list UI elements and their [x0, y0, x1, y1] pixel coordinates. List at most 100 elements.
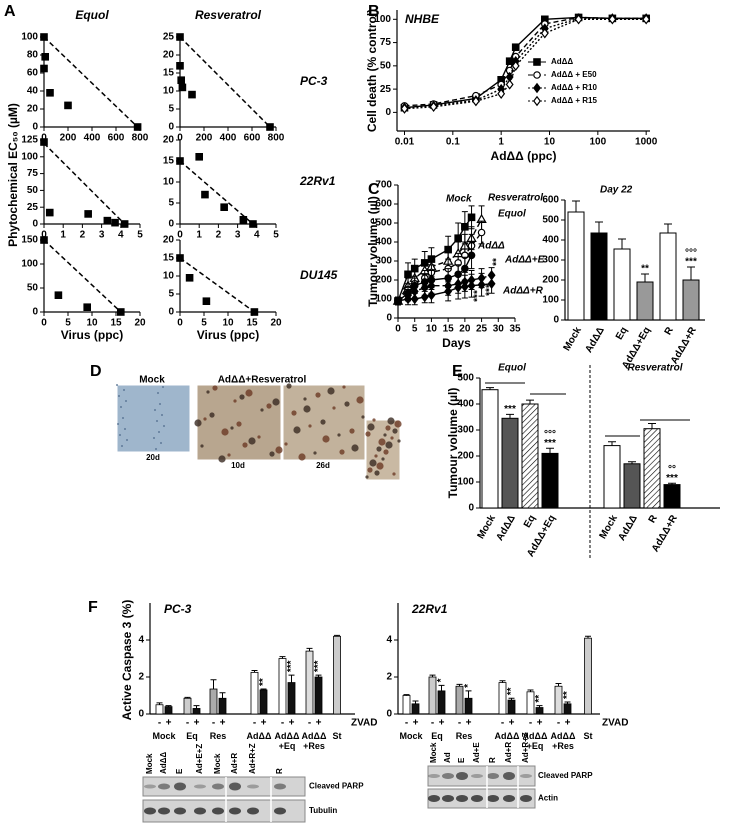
- marker: [176, 254, 184, 262]
- stain-spot: [365, 431, 371, 437]
- bar: [155, 704, 164, 715]
- treatment-sign: +: [289, 718, 295, 729]
- marker: [120, 220, 129, 228]
- panel-label: C: [368, 181, 380, 198]
- stain-spot: [162, 386, 164, 388]
- stain-spot: [117, 423, 119, 425]
- treatment-sign: +: [166, 718, 172, 729]
- image-time: 10d: [231, 461, 245, 470]
- group-title: Resveratrol: [627, 363, 682, 374]
- y-tick-label: 10: [163, 271, 175, 282]
- stain-spot: [236, 421, 242, 427]
- significance: ***: [685, 257, 697, 268]
- stain-spot: [397, 439, 401, 443]
- treatment-label: ZVAD: [602, 718, 628, 729]
- marker: [429, 101, 438, 112]
- y-tick-label: 25: [163, 32, 175, 43]
- error-bar: [641, 273, 649, 282]
- stain-spot: [218, 455, 226, 463]
- y-tick-label: 20: [163, 235, 175, 246]
- error-bar: [527, 689, 534, 692]
- x-tick-label: 0: [177, 230, 183, 241]
- y-tick-label: 200: [457, 451, 474, 462]
- marker: [176, 61, 184, 70]
- significance: **: [492, 258, 503, 266]
- blot-band: [520, 795, 532, 802]
- error-bar: [486, 387, 494, 390]
- x-tick-label: 30: [493, 324, 505, 335]
- error-bar: [251, 670, 258, 673]
- stain-spot: [367, 423, 375, 431]
- stain-spot: [239, 394, 245, 400]
- marker: [103, 216, 112, 225]
- stain-spot: [124, 428, 126, 430]
- y-tick-label: 100: [375, 294, 392, 305]
- error-bar: [288, 674, 295, 683]
- x-tick-label: AdΔΔ: [583, 325, 606, 355]
- y-tick-label: 15: [163, 253, 175, 264]
- stain-spot: [242, 442, 248, 448]
- y-tick-label: 500: [542, 215, 559, 226]
- x-tick-label: AdΔΔ +Eq: [274, 731, 300, 751]
- significance: *: [436, 678, 447, 682]
- marker: [176, 157, 184, 165]
- image-time: 26d: [316, 461, 330, 470]
- error-bar: [315, 674, 322, 677]
- bar: [333, 635, 341, 715]
- treatment-sign: +: [413, 718, 419, 729]
- bar: [278, 658, 287, 715]
- stain-spot: [394, 420, 402, 428]
- legend-label: AdΔΔ + R15: [551, 96, 598, 105]
- error-bar: [648, 423, 656, 429]
- y-tick-label: 0: [138, 709, 144, 720]
- error-bar: [506, 413, 514, 419]
- error-bar: [572, 200, 580, 212]
- x-tick-label: 5: [273, 230, 279, 241]
- panel-label: E: [452, 363, 463, 380]
- series-label: Resveratrol: [488, 193, 543, 204]
- marker: [487, 278, 496, 289]
- x-tick-label: 600: [244, 133, 261, 144]
- marker: [83, 303, 92, 312]
- x-tick-label: 35: [509, 324, 521, 335]
- marker: [40, 138, 48, 146]
- blot-band: [174, 782, 186, 791]
- y-tick-label: 20: [163, 50, 175, 61]
- x-tick-label: Eq: [614, 325, 630, 342]
- micrograph: [116, 384, 191, 453]
- y-tick-label: 200: [375, 275, 392, 286]
- x-tick-label: 1: [60, 230, 66, 241]
- y-tick-label: 80: [27, 50, 39, 61]
- y-tick-label: 75: [380, 37, 392, 48]
- y-tick-label: 0: [386, 313, 392, 324]
- stain-spot: [293, 426, 301, 434]
- series-line: [404, 18, 647, 110]
- stain-spot: [322, 435, 330, 443]
- x-tick-label: R: [663, 325, 677, 337]
- stain-spot: [361, 415, 365, 419]
- x-tick-label: 5: [412, 324, 418, 335]
- lane-label: E: [457, 757, 466, 763]
- stain-spot: [337, 433, 341, 437]
- treatment-sign: -: [253, 718, 256, 729]
- marker: [177, 76, 186, 85]
- stain-spot: [248, 437, 256, 445]
- stain-spot: [349, 428, 355, 434]
- stain-spot: [155, 448, 157, 450]
- stain-spot: [257, 435, 261, 439]
- x-tick-label: 800: [268, 133, 285, 144]
- treatment-sign: -: [308, 718, 311, 729]
- stain-spot: [387, 417, 395, 425]
- bar: [218, 697, 227, 715]
- stain-spot: [392, 428, 398, 434]
- x-tick-label: Mock: [152, 731, 176, 741]
- stain-spot: [367, 467, 373, 473]
- x-tick-label: 10: [222, 318, 234, 329]
- blot-band: [456, 795, 468, 802]
- error-bar: [664, 223, 672, 233]
- bar: [481, 389, 499, 509]
- bar: [682, 279, 700, 321]
- x-tick-label: Res: [209, 731, 227, 741]
- bar: [287, 682, 296, 715]
- x-tick-label: 5: [65, 318, 71, 329]
